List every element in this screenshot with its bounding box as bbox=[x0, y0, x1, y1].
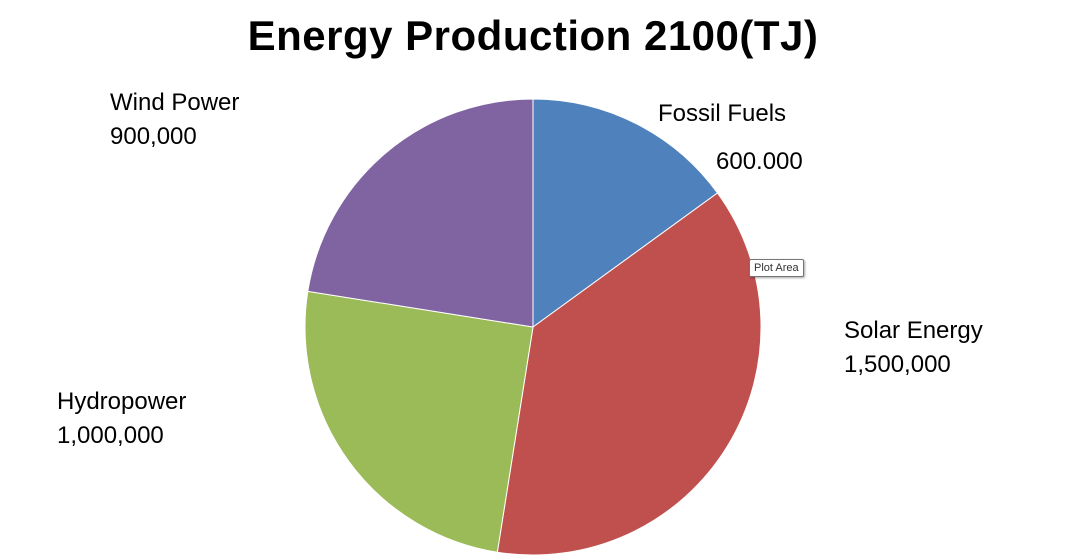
data-label-solar-energy: Solar Energy 1,500,000 bbox=[844, 314, 983, 382]
data-label-fossil-fuels: Fossil Fuels 600.000 bbox=[658, 97, 803, 179]
data-label-value: 1,000,000 bbox=[57, 422, 164, 449]
data-label-wind-power: Wind Power 900,000 bbox=[110, 86, 239, 154]
pie-slice-solar-energy[interactable] bbox=[496, 192, 762, 556]
plot-area-tooltip: Plot Area bbox=[749, 259, 804, 277]
data-label-category: Fossil Fuels bbox=[658, 100, 787, 127]
pie-slice-wind-power[interactable] bbox=[307, 98, 534, 328]
data-label-value: 600.000 bbox=[716, 148, 803, 175]
data-label-category: Hydropower bbox=[57, 388, 187, 415]
chart-title: Energy Production 2100(TJ) bbox=[247, 12, 819, 59]
data-label-hydropower: Hydropower 1,000,000 bbox=[57, 385, 186, 453]
data-label-category: Solar Energy bbox=[844, 317, 983, 344]
data-label-value: 1,500,000 bbox=[844, 351, 951, 378]
pie-slice-fossil-fuels[interactable] bbox=[532, 98, 719, 328]
pie-slice-hydropower[interactable] bbox=[304, 290, 534, 553]
data-label-category: Wind Power bbox=[110, 89, 240, 116]
data-label-value: 900,000 bbox=[110, 123, 197, 150]
